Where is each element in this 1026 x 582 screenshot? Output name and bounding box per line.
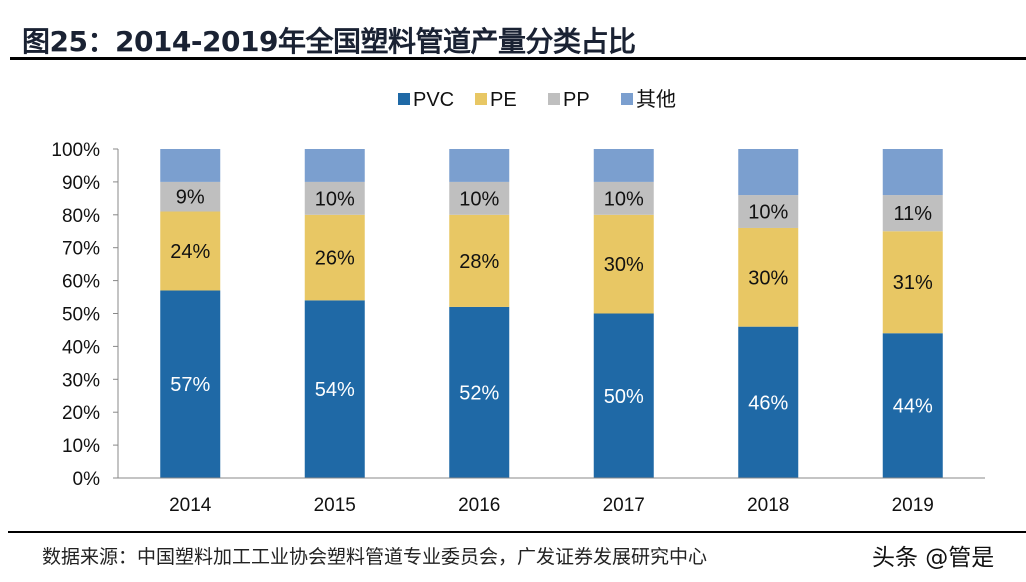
x-tick-label: 2015 — [314, 495, 356, 516]
bar-PP-2014 — [160, 181, 221, 212]
data-label: 30% — [604, 254, 644, 276]
bar-其他-2016 — [449, 149, 510, 182]
legend-label: 其他 — [636, 88, 676, 111]
data-label: 50% — [604, 386, 644, 408]
legend-swatch-PVC — [398, 93, 410, 105]
bar-PVC-2018 — [738, 326, 799, 478]
y-tick-label: 70% — [62, 239, 100, 260]
legend-label: PVC — [413, 89, 454, 111]
x-tick-label: 2016 — [458, 495, 500, 516]
data-label: 10% — [315, 188, 355, 210]
data-label: 10% — [459, 188, 499, 210]
y-tick-label: 90% — [62, 173, 100, 194]
legend-swatch-PP — [548, 93, 560, 105]
bar-其他-2014 — [160, 149, 221, 182]
chart-title: 图25：2014-2019年全国塑料管道产量分类占比 — [22, 25, 636, 58]
bar-PVC-2019 — [882, 333, 943, 478]
legend-label: PP — [563, 89, 590, 111]
y-tick-label: 10% — [62, 436, 100, 457]
y-tick-label: 20% — [62, 403, 100, 424]
y-tick-label: 30% — [62, 370, 100, 391]
bar-PE-2016 — [449, 214, 510, 307]
data-label: 44% — [893, 396, 933, 418]
bar-其他-2019 — [882, 149, 943, 196]
data-label: 57% — [170, 374, 210, 396]
bar-PP-2016 — [449, 181, 510, 215]
data-label: 11% — [893, 203, 932, 225]
bar-其他-2017 — [593, 149, 654, 182]
title-divider — [10, 57, 1026, 60]
data-label: 46% — [748, 392, 788, 414]
bar-PP-2015 — [304, 181, 365, 215]
watermark: 头条 @管是 — [872, 545, 995, 571]
bar-PP-2017 — [593, 181, 654, 215]
data-label: 9% — [176, 187, 205, 209]
data-label: 26% — [315, 248, 355, 270]
source-divider — [8, 531, 1026, 533]
bar-PE-2015 — [304, 214, 365, 301]
y-tick-label: 50% — [62, 305, 100, 326]
source-note: 数据来源：中国塑料加工工业协会塑料管道专业委员会，广发证券发展研究中心 — [42, 546, 708, 568]
data-label: 52% — [459, 382, 499, 404]
x-tick-label: 2014 — [169, 495, 212, 516]
bar-PP-2018 — [738, 195, 799, 228]
y-tick-label: 60% — [62, 272, 100, 293]
data-label: 10% — [748, 202, 788, 224]
legend-label: PE — [490, 89, 517, 111]
data-label: 10% — [604, 188, 644, 210]
bar-PVC-2016 — [449, 306, 510, 478]
data-label: 31% — [893, 272, 933, 294]
data-label: 28% — [459, 251, 499, 273]
legend-swatch-PE — [475, 93, 487, 105]
bar-PVC-2014 — [160, 290, 221, 478]
bar-PVC-2017 — [593, 313, 654, 478]
y-tick-label: 0% — [73, 469, 101, 490]
y-tick-label: 100% — [51, 140, 100, 161]
y-tick-label: 40% — [62, 337, 100, 358]
x-tick-label: 2019 — [892, 495, 934, 516]
y-tick-label: 80% — [62, 206, 100, 227]
data-label: 24% — [170, 241, 210, 263]
bar-PE-2017 — [593, 214, 654, 314]
legend-swatch-其他 — [621, 93, 633, 105]
bar-PVC-2015 — [304, 300, 365, 478]
x-tick-label: 2017 — [603, 495, 645, 516]
bar-PP-2019 — [882, 195, 943, 232]
x-tick-label: 2018 — [747, 495, 789, 516]
bar-其他-2018 — [738, 149, 799, 196]
bar-其他-2015 — [304, 149, 365, 182]
bar-PE-2014 — [160, 211, 221, 291]
data-label: 54% — [315, 379, 355, 401]
data-label: 30% — [748, 267, 788, 289]
bar-PE-2018 — [738, 227, 799, 327]
bar-PE-2019 — [882, 231, 943, 334]
